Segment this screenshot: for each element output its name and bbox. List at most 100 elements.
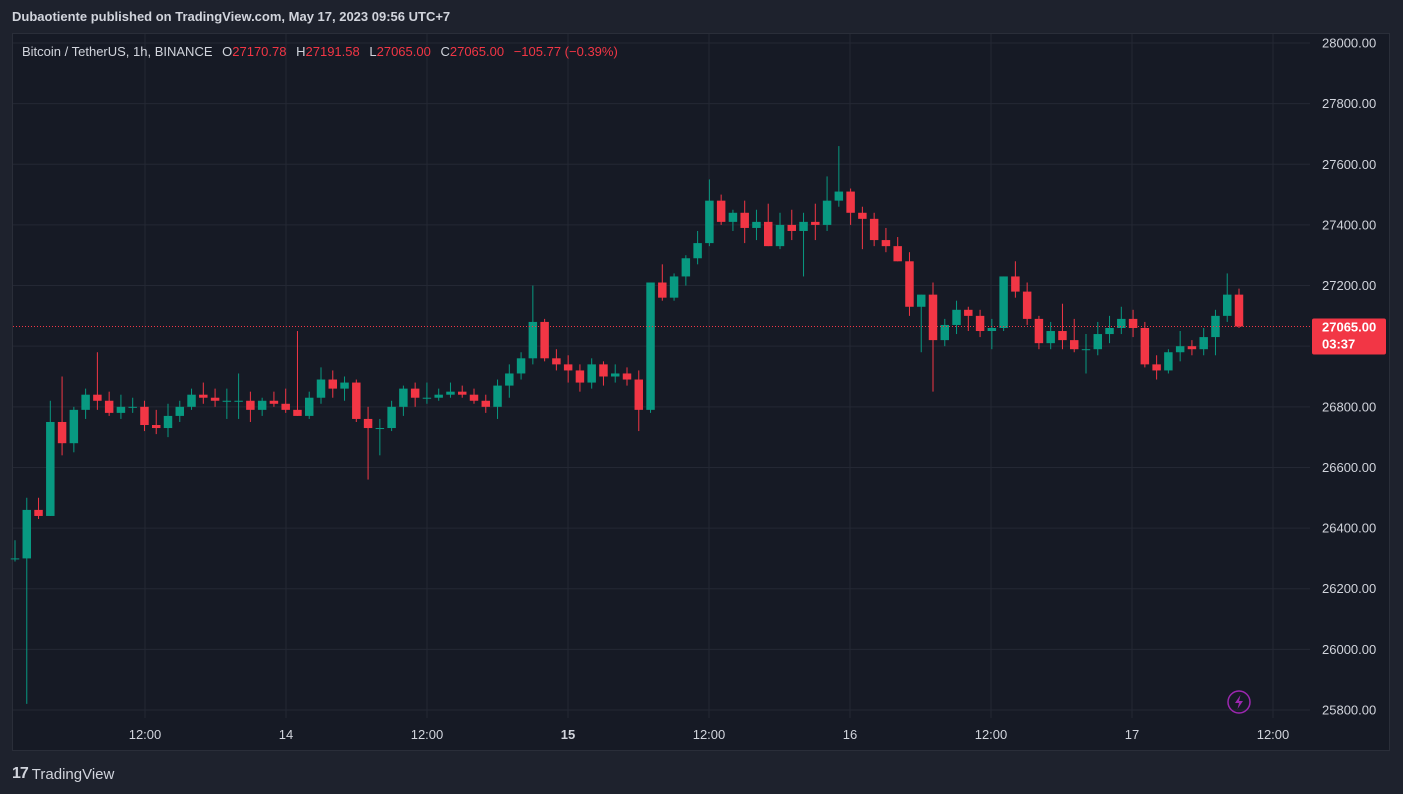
candle — [352, 379, 361, 422]
candle — [1222, 273, 1232, 322]
candle — [540, 318, 549, 362]
candle — [1234, 288, 1244, 328]
candle — [552, 349, 561, 371]
candle — [1011, 261, 1020, 298]
candle — [1105, 315, 1114, 344]
candle-body — [987, 327, 997, 332]
close-label: C — [440, 44, 450, 59]
price-tick-label: 27400.00 — [1322, 217, 1376, 232]
candle — [387, 400, 396, 432]
candle — [740, 200, 749, 244]
price-tick-label: 26600.00 — [1322, 460, 1376, 475]
candle — [693, 230, 702, 265]
candle-body — [422, 397, 432, 399]
candle — [563, 355, 573, 383]
candle-body — [93, 394, 102, 401]
ohlc-legend: Bitcoin / TetherUS, 1h, BINANCE O27170.7… — [22, 44, 618, 59]
candle-body — [457, 391, 467, 395]
candle-body — [410, 388, 420, 398]
candle-body — [1234, 294, 1244, 327]
candle-body — [599, 364, 608, 377]
candle — [57, 376, 67, 456]
candle-body — [293, 409, 302, 416]
candle-body — [575, 370, 585, 383]
candle — [881, 227, 891, 253]
candle-body — [481, 400, 491, 407]
time-tick-label: 12:00 — [975, 727, 1008, 742]
candle — [104, 391, 114, 416]
symbol-label[interactable]: Bitcoin / TetherUS, 1h, BINANCE — [22, 44, 213, 59]
candle-body — [163, 415, 173, 429]
grid — [13, 34, 1310, 718]
candle-body — [505, 373, 514, 386]
candle — [893, 237, 902, 262]
candle-body — [222, 400, 232, 402]
candle — [363, 406, 373, 480]
price-axis[interactable]: 28000.00 27800.00 27600.00 27400.00 27200.00… — [1322, 36, 1376, 718]
change-value: −105.77 (−0.39%) — [513, 44, 618, 59]
candle — [410, 382, 420, 407]
candle — [822, 176, 832, 231]
candle-body — [304, 397, 314, 416]
candle-body — [1058, 331, 1067, 341]
candle-body — [1105, 327, 1114, 335]
candle — [964, 306, 973, 332]
open-label: O — [222, 44, 233, 59]
high-value: 27191.58 — [305, 44, 360, 59]
candle — [905, 252, 914, 316]
last-price-marker: 27065.00 03:37 — [13, 318, 1386, 355]
candle-body — [1022, 291, 1032, 319]
candle-body — [387, 406, 396, 429]
candle — [1211, 309, 1220, 356]
time-axis[interactable]: 12:00 14 12:00 15 12:00 16 12:00 17 12:00 — [129, 727, 1290, 742]
candle-body — [646, 282, 655, 410]
price-tick-label: 26200.00 — [1322, 581, 1376, 596]
candle — [187, 388, 196, 410]
candle-body — [528, 321, 538, 359]
price-tick-label: 26000.00 — [1322, 642, 1376, 657]
candle — [175, 400, 185, 422]
candle-body — [1187, 346, 1197, 350]
candle-body — [999, 276, 1008, 328]
candle-body — [234, 400, 243, 402]
candle — [281, 388, 290, 413]
price-tick-label: 26800.00 — [1322, 399, 1376, 414]
candle — [505, 364, 514, 398]
candle — [928, 282, 938, 392]
candle-body — [151, 425, 161, 429]
time-tick-label: 12:00 — [411, 727, 444, 742]
candle-body — [1093, 334, 1103, 350]
candle-body — [610, 373, 620, 377]
chart-frame[interactable] — [12, 33, 1390, 751]
candle-body — [705, 200, 714, 244]
candle-body — [340, 382, 349, 389]
candle-body — [740, 212, 749, 228]
candle — [151, 409, 161, 435]
candle-body — [352, 382, 361, 419]
candle — [940, 318, 950, 347]
candle — [681, 255, 691, 286]
candle — [787, 209, 797, 241]
candle — [952, 300, 961, 335]
candle — [46, 400, 55, 516]
candle-body — [1081, 349, 1091, 351]
candle — [646, 282, 655, 413]
candle-body — [728, 212, 738, 222]
candle — [1187, 340, 1197, 356]
price-tick-label: 27600.00 — [1322, 157, 1376, 172]
candle — [1175, 331, 1185, 362]
last-price-label: 27065.00 — [1322, 319, 1376, 334]
tradingview-logo[interactable]: 17 TradingView — [12, 764, 114, 784]
lightning-icon[interactable] — [1227, 690, 1251, 714]
candle — [1034, 315, 1044, 350]
candle — [128, 397, 137, 413]
candle — [422, 382, 432, 404]
candle-body — [399, 388, 408, 407]
candle — [257, 397, 267, 416]
candle-body — [199, 394, 208, 398]
candle-body — [869, 218, 879, 241]
candle-body — [811, 221, 820, 225]
candle — [328, 370, 338, 398]
candle-body — [516, 358, 526, 374]
